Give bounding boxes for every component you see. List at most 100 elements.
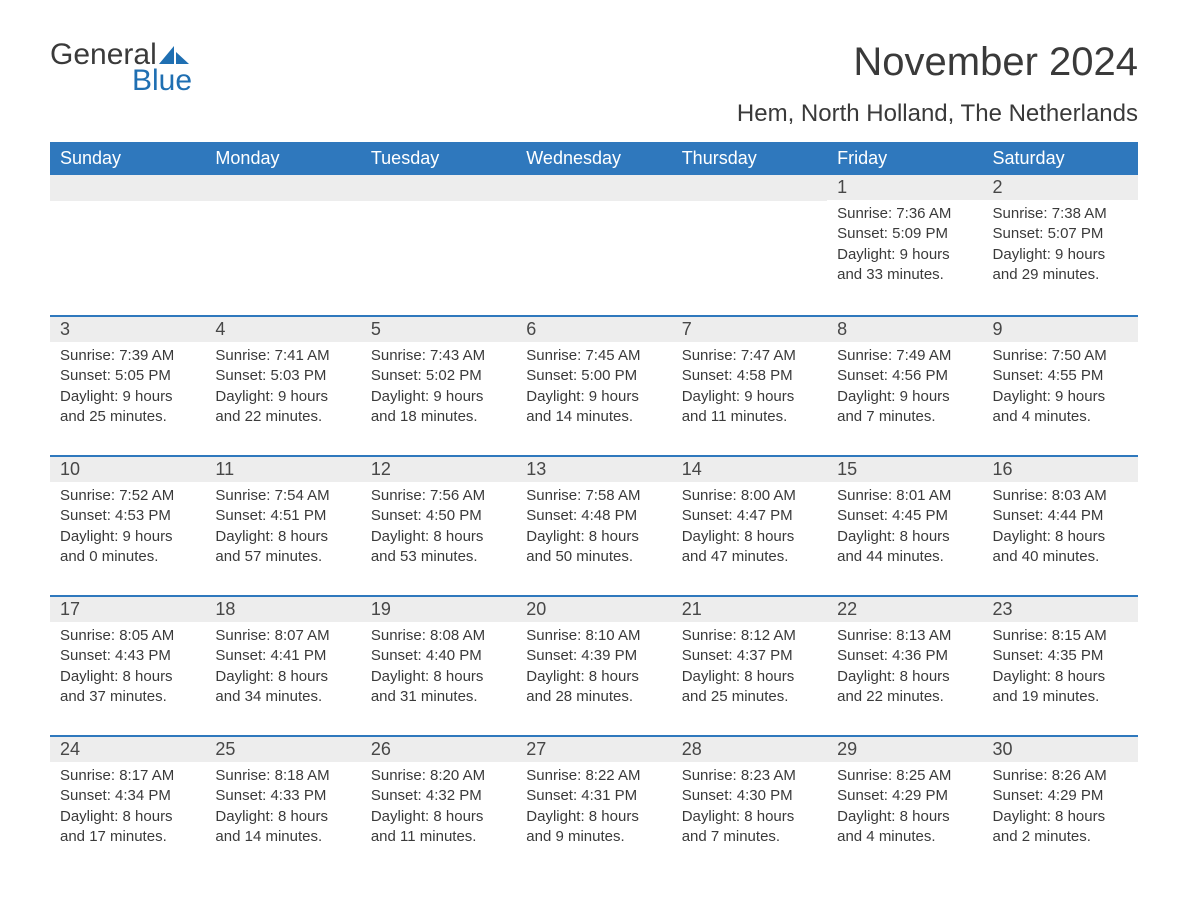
day-details: Sunrise: 8:01 AM Sunset: 4:45 PM Dayligh…: [827, 482, 982, 583]
day-details: Sunrise: 7:58 AM Sunset: 4:48 PM Dayligh…: [516, 482, 671, 583]
day-number: 28: [672, 737, 827, 762]
calendar-week: 17Sunrise: 8:05 AM Sunset: 4:43 PM Dayli…: [50, 595, 1138, 735]
calendar-empty: [361, 175, 516, 315]
day-number: [516, 175, 671, 201]
calendar-day: 20Sunrise: 8:10 AM Sunset: 4:39 PM Dayli…: [516, 597, 671, 735]
calendar-empty: [516, 175, 671, 315]
calendar-empty: [672, 175, 827, 315]
calendar-day: 6Sunrise: 7:45 AM Sunset: 5:00 PM Daylig…: [516, 317, 671, 455]
day-details: Sunrise: 8:13 AM Sunset: 4:36 PM Dayligh…: [827, 622, 982, 723]
calendar-day: 7Sunrise: 7:47 AM Sunset: 4:58 PM Daylig…: [672, 317, 827, 455]
day-number: [672, 175, 827, 201]
calendar-day: 26Sunrise: 8:20 AM Sunset: 4:32 PM Dayli…: [361, 737, 516, 875]
weekday-header-thursday: Thursday: [672, 142, 827, 175]
day-details: Sunrise: 8:08 AM Sunset: 4:40 PM Dayligh…: [361, 622, 516, 723]
day-number: 1: [827, 175, 982, 200]
calendar-day: 15Sunrise: 8:01 AM Sunset: 4:45 PM Dayli…: [827, 457, 982, 595]
day-number: 15: [827, 457, 982, 482]
calendar-day: 3Sunrise: 7:39 AM Sunset: 5:05 PM Daylig…: [50, 317, 205, 455]
day-number: 21: [672, 597, 827, 622]
day-number: 29: [827, 737, 982, 762]
day-number: 20: [516, 597, 671, 622]
day-details: Sunrise: 8:22 AM Sunset: 4:31 PM Dayligh…: [516, 762, 671, 863]
day-details: Sunrise: 7:50 AM Sunset: 4:55 PM Dayligh…: [983, 342, 1138, 443]
calendar-empty: [50, 175, 205, 315]
day-number: 22: [827, 597, 982, 622]
day-number: [361, 175, 516, 201]
day-number: [205, 175, 360, 201]
day-details: Sunrise: 7:45 AM Sunset: 5:00 PM Dayligh…: [516, 342, 671, 443]
calendar-day: 21Sunrise: 8:12 AM Sunset: 4:37 PM Dayli…: [672, 597, 827, 735]
calendar-day: 5Sunrise: 7:43 AM Sunset: 5:02 PM Daylig…: [361, 317, 516, 455]
calendar-day: 28Sunrise: 8:23 AM Sunset: 4:30 PM Dayli…: [672, 737, 827, 875]
day-details: Sunrise: 8:10 AM Sunset: 4:39 PM Dayligh…: [516, 622, 671, 723]
weekday-header-monday: Monday: [205, 142, 360, 175]
calendar-day: 27Sunrise: 8:22 AM Sunset: 4:31 PM Dayli…: [516, 737, 671, 875]
weekday-header-sunday: Sunday: [50, 142, 205, 175]
calendar-day: 12Sunrise: 7:56 AM Sunset: 4:50 PM Dayli…: [361, 457, 516, 595]
day-number: 7: [672, 317, 827, 342]
day-details: Sunrise: 8:20 AM Sunset: 4:32 PM Dayligh…: [361, 762, 516, 863]
calendar-day: 1Sunrise: 7:36 AM Sunset: 5:09 PM Daylig…: [827, 175, 982, 315]
logo-word2: Blue: [132, 66, 192, 96]
calendar-day: 24Sunrise: 8:17 AM Sunset: 4:34 PM Dayli…: [50, 737, 205, 875]
day-number: 14: [672, 457, 827, 482]
day-number: 17: [50, 597, 205, 622]
calendar-empty: [205, 175, 360, 315]
weekday-header-saturday: Saturday: [983, 142, 1138, 175]
calendar-day: 22Sunrise: 8:13 AM Sunset: 4:36 PM Dayli…: [827, 597, 982, 735]
day-details: Sunrise: 7:43 AM Sunset: 5:02 PM Dayligh…: [361, 342, 516, 443]
day-number: 13: [516, 457, 671, 482]
location-subtitle: Hem, North Holland, The Netherlands: [50, 100, 1138, 128]
day-details: Sunrise: 8:05 AM Sunset: 4:43 PM Dayligh…: [50, 622, 205, 723]
day-number: 24: [50, 737, 205, 762]
calendar-day: 13Sunrise: 7:58 AM Sunset: 4:48 PM Dayli…: [516, 457, 671, 595]
day-details: Sunrise: 7:54 AM Sunset: 4:51 PM Dayligh…: [205, 482, 360, 583]
calendar-week: 3Sunrise: 7:39 AM Sunset: 5:05 PM Daylig…: [50, 315, 1138, 455]
weekday-header-wednesday: Wednesday: [516, 142, 671, 175]
day-number: [50, 175, 205, 201]
day-number: 25: [205, 737, 360, 762]
calendar-day: 10Sunrise: 7:52 AM Sunset: 4:53 PM Dayli…: [50, 457, 205, 595]
calendar-body: 1Sunrise: 7:36 AM Sunset: 5:09 PM Daylig…: [50, 175, 1138, 875]
day-number: 26: [361, 737, 516, 762]
calendar-week: 24Sunrise: 8:17 AM Sunset: 4:34 PM Dayli…: [50, 735, 1138, 875]
day-number: 12: [361, 457, 516, 482]
calendar-week: 1Sunrise: 7:36 AM Sunset: 5:09 PM Daylig…: [50, 175, 1138, 315]
day-number: 11: [205, 457, 360, 482]
day-number: 18: [205, 597, 360, 622]
day-number: 10: [50, 457, 205, 482]
day-details: Sunrise: 8:25 AM Sunset: 4:29 PM Dayligh…: [827, 762, 982, 863]
calendar-day: 30Sunrise: 8:26 AM Sunset: 4:29 PM Dayli…: [983, 737, 1138, 875]
day-details: Sunrise: 7:41 AM Sunset: 5:03 PM Dayligh…: [205, 342, 360, 443]
day-number: 19: [361, 597, 516, 622]
day-number: 3: [50, 317, 205, 342]
calendar-day: 14Sunrise: 8:00 AM Sunset: 4:47 PM Dayli…: [672, 457, 827, 595]
calendar-day: 25Sunrise: 8:18 AM Sunset: 4:33 PM Dayli…: [205, 737, 360, 875]
day-number: 23: [983, 597, 1138, 622]
calendar-day: 2Sunrise: 7:38 AM Sunset: 5:07 PM Daylig…: [983, 175, 1138, 315]
logo: General Blue: [50, 40, 192, 96]
day-number: 5: [361, 317, 516, 342]
day-number: 4: [205, 317, 360, 342]
day-details: Sunrise: 8:12 AM Sunset: 4:37 PM Dayligh…: [672, 622, 827, 723]
day-number: 6: [516, 317, 671, 342]
day-details: Sunrise: 8:03 AM Sunset: 4:44 PM Dayligh…: [983, 482, 1138, 583]
day-details: Sunrise: 8:23 AM Sunset: 4:30 PM Dayligh…: [672, 762, 827, 863]
day-details: Sunrise: 8:18 AM Sunset: 4:33 PM Dayligh…: [205, 762, 360, 863]
calendar-day: 11Sunrise: 7:54 AM Sunset: 4:51 PM Dayli…: [205, 457, 360, 595]
calendar-day: 4Sunrise: 7:41 AM Sunset: 5:03 PM Daylig…: [205, 317, 360, 455]
day-details: Sunrise: 7:36 AM Sunset: 5:09 PM Dayligh…: [827, 200, 982, 301]
day-number: 9: [983, 317, 1138, 342]
day-details: Sunrise: 8:26 AM Sunset: 4:29 PM Dayligh…: [983, 762, 1138, 863]
day-number: 30: [983, 737, 1138, 762]
day-details: Sunrise: 7:49 AM Sunset: 4:56 PM Dayligh…: [827, 342, 982, 443]
day-details: Sunrise: 8:00 AM Sunset: 4:47 PM Dayligh…: [672, 482, 827, 583]
day-details: Sunrise: 8:15 AM Sunset: 4:35 PM Dayligh…: [983, 622, 1138, 723]
header-row: General Blue November 2024: [50, 40, 1138, 96]
calendar-day: 23Sunrise: 8:15 AM Sunset: 4:35 PM Dayli…: [983, 597, 1138, 735]
day-details: Sunrise: 7:38 AM Sunset: 5:07 PM Dayligh…: [983, 200, 1138, 301]
day-number: 8: [827, 317, 982, 342]
calendar-day: 8Sunrise: 7:49 AM Sunset: 4:56 PM Daylig…: [827, 317, 982, 455]
weekday-header-tuesday: Tuesday: [361, 142, 516, 175]
